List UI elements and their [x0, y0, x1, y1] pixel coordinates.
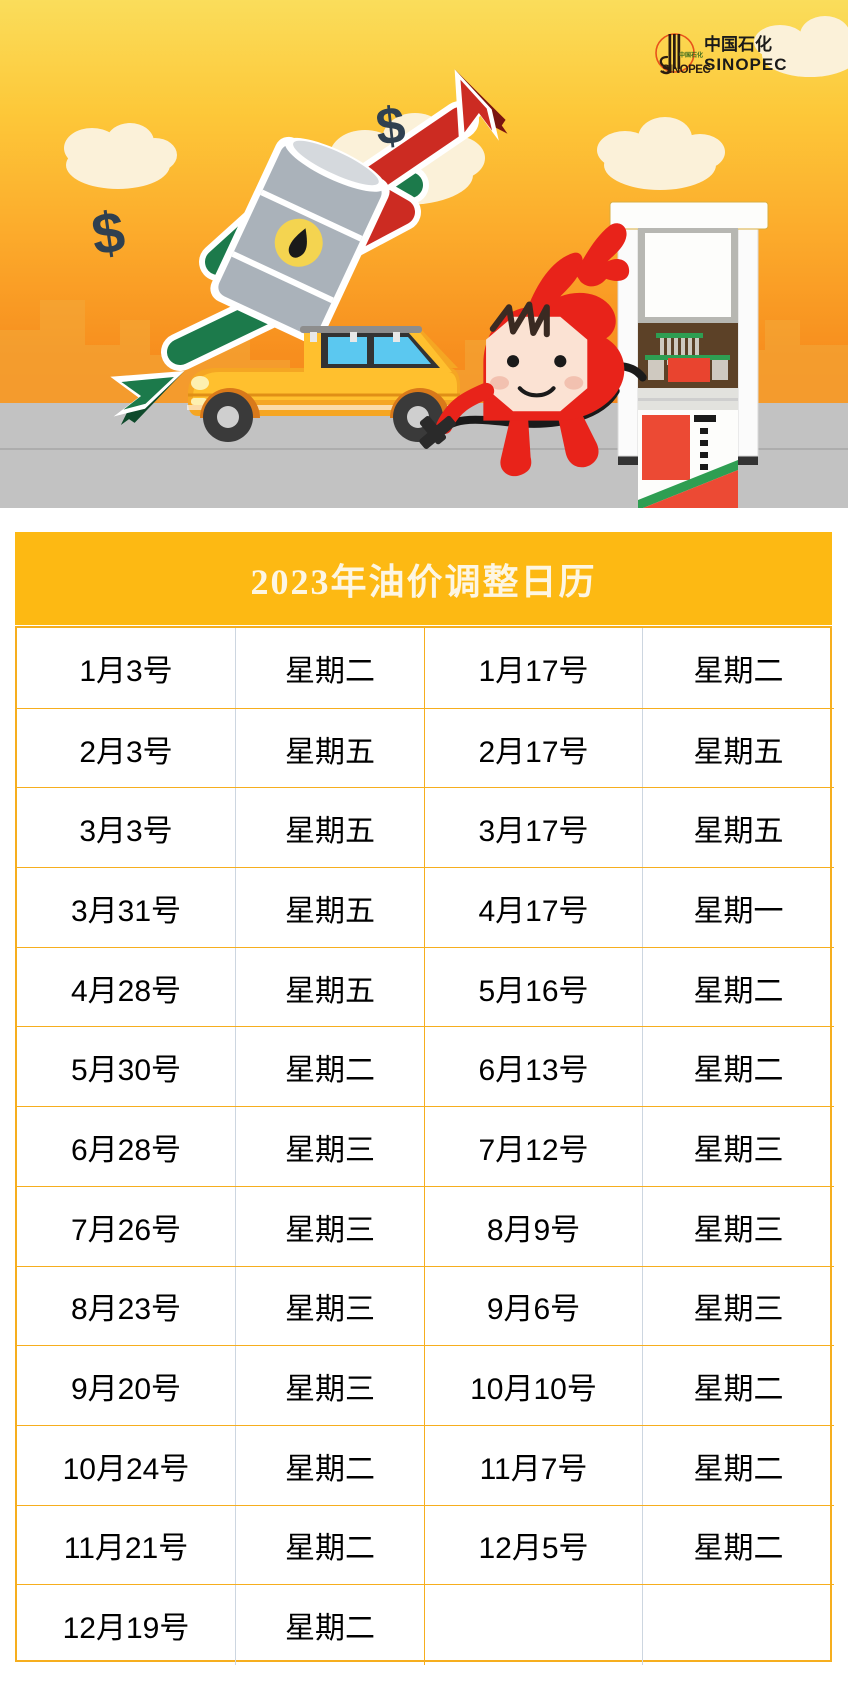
svg-text:中国石化: 中国石化	[679, 51, 703, 59]
svg-text:$: $	[373, 96, 408, 157]
svg-text:中国石化: 中国石化	[704, 34, 772, 54]
svg-text:SINOPEC: SINOPEC	[704, 55, 788, 74]
svg-text:$: $	[88, 199, 129, 268]
